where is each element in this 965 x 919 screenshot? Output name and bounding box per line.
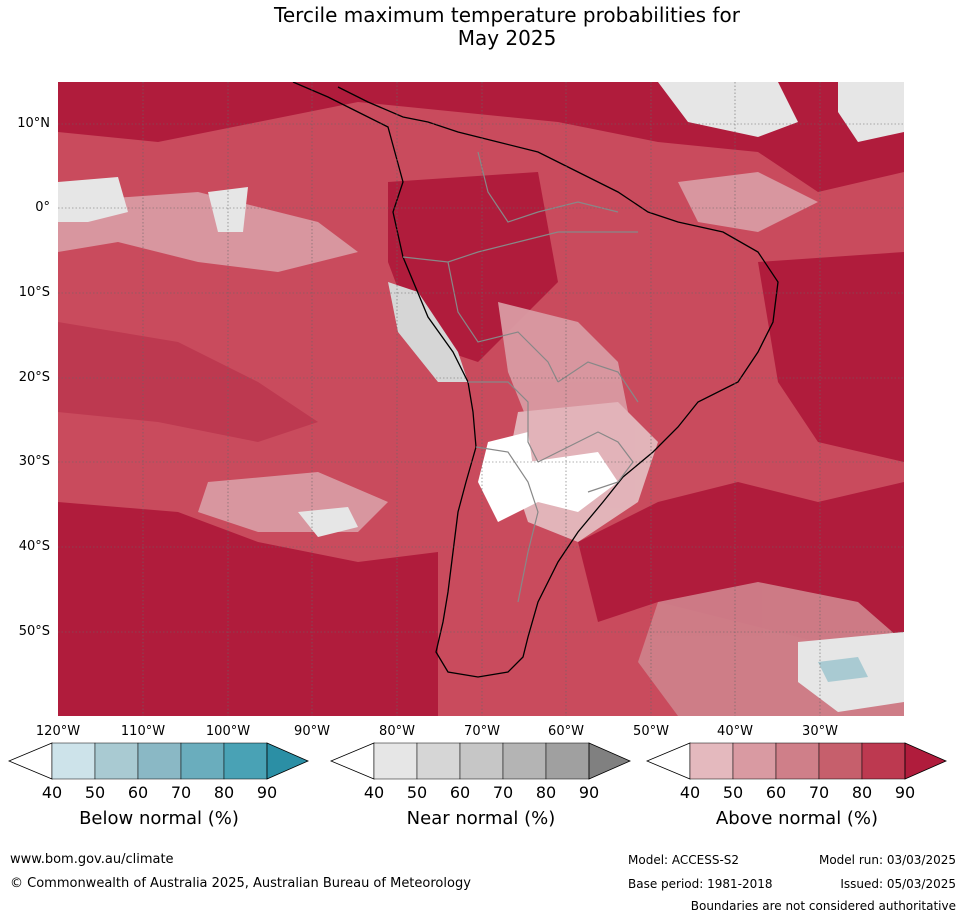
graticule	[58, 82, 904, 716]
lon-label-40w: 40°W	[717, 724, 753, 739]
colorbar-below-normal	[8, 742, 310, 780]
below-tick: 80	[213, 783, 235, 802]
colorbar-swatch	[459, 742, 504, 780]
model-text: Model: ACCESS-S2	[628, 853, 740, 867]
colorbar-above-normal	[646, 742, 948, 780]
near-tick: 80	[535, 783, 557, 802]
above-normal-label: Above normal (%)	[715, 808, 879, 829]
below-normal-label: Below normal (%)	[79, 808, 239, 829]
colorbar-swatch	[266, 742, 309, 780]
colorbar-swatch	[861, 742, 906, 780]
colorbar-swatch	[502, 742, 547, 780]
colorbar-near-normal	[330, 742, 632, 780]
near-tick: 70	[492, 783, 514, 802]
colorbar-swatch	[818, 742, 863, 780]
chart-title: Tercile maximum temperature probabilitie…	[0, 4, 965, 50]
near-tick: 50	[406, 783, 428, 802]
website-link[interactable]: www.bom.gov.au/climate	[10, 852, 174, 867]
model-run-text: Model run: 03/03/2025	[818, 853, 956, 867]
below-tick: 90	[256, 783, 278, 802]
colorbar-swatch	[775, 742, 820, 780]
lon-label-80w: 80°W	[379, 724, 415, 739]
above-tick: 50	[722, 783, 744, 802]
lat-label-10n: 10°N	[17, 116, 50, 131]
map-svg	[58, 82, 904, 716]
colorbar-swatch	[588, 742, 631, 780]
below-tick: 60	[127, 783, 149, 802]
colorbar-swatch	[732, 742, 777, 780]
colorbar-swatch	[904, 742, 947, 780]
colorbar-below-svg	[8, 742, 309, 780]
near-tick: 90	[578, 783, 600, 802]
above-tick: 60	[765, 783, 787, 802]
colorbar-swatch	[545, 742, 590, 780]
lon-label-110w: 110°W	[120, 724, 166, 739]
lat-label-0: 0°	[35, 200, 50, 215]
colorbar-above-svg	[646, 742, 947, 780]
colorbar-swatch	[180, 742, 225, 780]
lat-label-40s: 40°S	[18, 539, 50, 554]
colorbar-swatch	[373, 742, 418, 780]
copyright-text: © Commonwealth of Australia 2025, Austra…	[10, 876, 471, 891]
near-normal-label: Near normal (%)	[406, 808, 556, 829]
title-line-1: Tercile maximum temperature probabilitie…	[274, 3, 740, 27]
lat-label-10s: 10°S	[18, 285, 50, 300]
lat-label-20s: 20°S	[18, 370, 50, 385]
colorbar-swatch	[689, 742, 734, 780]
colorbar-swatch	[51, 742, 96, 780]
probability-map	[58, 82, 904, 716]
coastline	[292, 82, 779, 678]
below-tick: 40	[41, 783, 63, 802]
boundaries-note: Boundaries are not considered authoritat…	[690, 899, 956, 913]
above-tick: 80	[851, 783, 873, 802]
country-borders	[402, 151, 639, 603]
above-tick: 40	[679, 783, 701, 802]
base-period-text: Base period: 1981-2018	[628, 877, 773, 891]
above-tick: 90	[894, 783, 916, 802]
near-tick: 40	[363, 783, 385, 802]
colorbar-swatch	[137, 742, 182, 780]
lon-label-100w: 100°W	[205, 724, 251, 739]
lon-label-30w: 30°W	[802, 724, 838, 739]
near-tick: 60	[449, 783, 471, 802]
near-normal-regions	[58, 82, 904, 712]
lon-label-60w: 60°W	[548, 724, 584, 739]
below-tick: 70	[170, 783, 192, 802]
lon-label-70w: 70°W	[464, 724, 500, 739]
issued-text: Issued: 05/03/2025	[840, 877, 956, 891]
title-line-2: May 2025	[457, 26, 557, 50]
above-tick: 70	[808, 783, 830, 802]
lon-label-120w: 120°W	[35, 724, 81, 739]
below-tick: 50	[84, 783, 106, 802]
colorbar-swatch	[416, 742, 461, 780]
colorbar-near-svg	[330, 742, 631, 780]
lon-label-90w: 90°W	[294, 724, 330, 739]
lon-label-50w: 50°W	[633, 724, 669, 739]
colorbar-swatch	[94, 742, 139, 780]
lat-label-30s: 30°S	[18, 454, 50, 469]
lat-label-50s: 50°S	[18, 624, 50, 639]
colorbar-swatch	[223, 742, 268, 780]
